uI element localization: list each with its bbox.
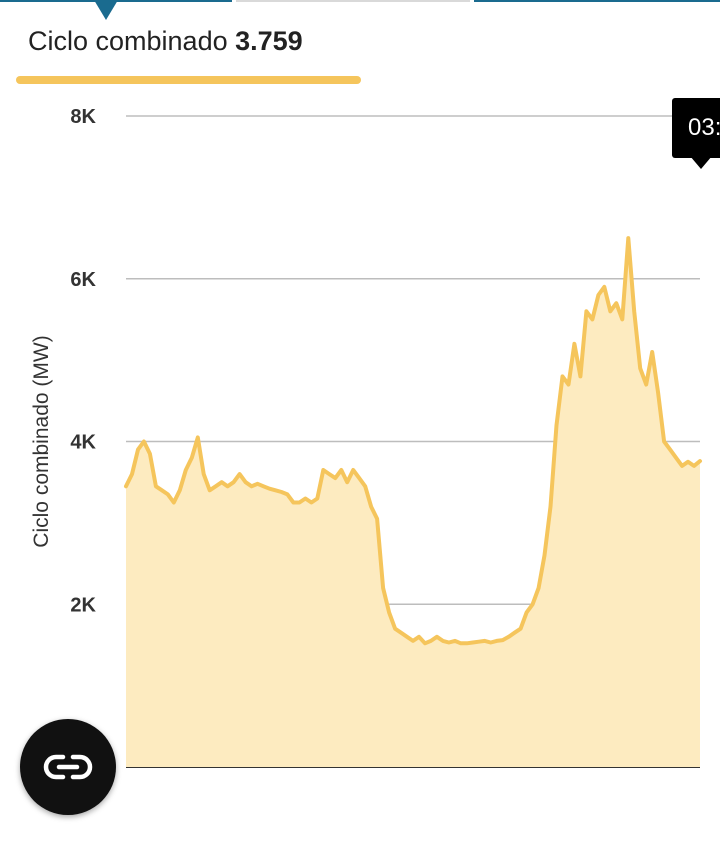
- tab-indicator[interactable]: [474, 0, 720, 2]
- generation-area-chart: 2K 4K 6K 8K Ciclo combinado (MW): [30, 106, 702, 768]
- y-axis-title: Ciclo combinado (MW): [30, 335, 53, 547]
- tab-pointer-icon: [94, 0, 118, 20]
- technology-header: Ciclo combinado 3.759: [28, 26, 303, 57]
- technology-color-bar: [16, 76, 361, 84]
- technology-label: Ciclo combinado: [28, 26, 228, 56]
- technology-value: 3.759: [235, 26, 303, 56]
- y-tick-label: 6K: [70, 269, 96, 291]
- tooltip-time: 03:: [688, 114, 720, 141]
- link-icon: [43, 754, 93, 780]
- tab-indicator[interactable]: [236, 0, 470, 2]
- series-area-fill: [126, 238, 700, 768]
- tooltip-pointer-icon: [690, 156, 712, 169]
- time-tooltip: 03:: [672, 98, 720, 158]
- y-tick-label: 8K: [70, 106, 96, 128]
- y-tick-label: 2K: [70, 594, 96, 616]
- link-button[interactable]: [20, 719, 116, 815]
- series-line: [124, 236, 702, 646]
- y-tick-label: 4K: [70, 432, 96, 454]
